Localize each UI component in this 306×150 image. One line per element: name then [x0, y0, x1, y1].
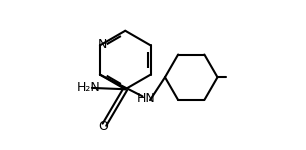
Text: O: O	[98, 120, 108, 133]
Text: H₂N: H₂N	[76, 81, 100, 94]
Text: N: N	[98, 38, 107, 51]
Text: HN: HN	[137, 92, 156, 105]
